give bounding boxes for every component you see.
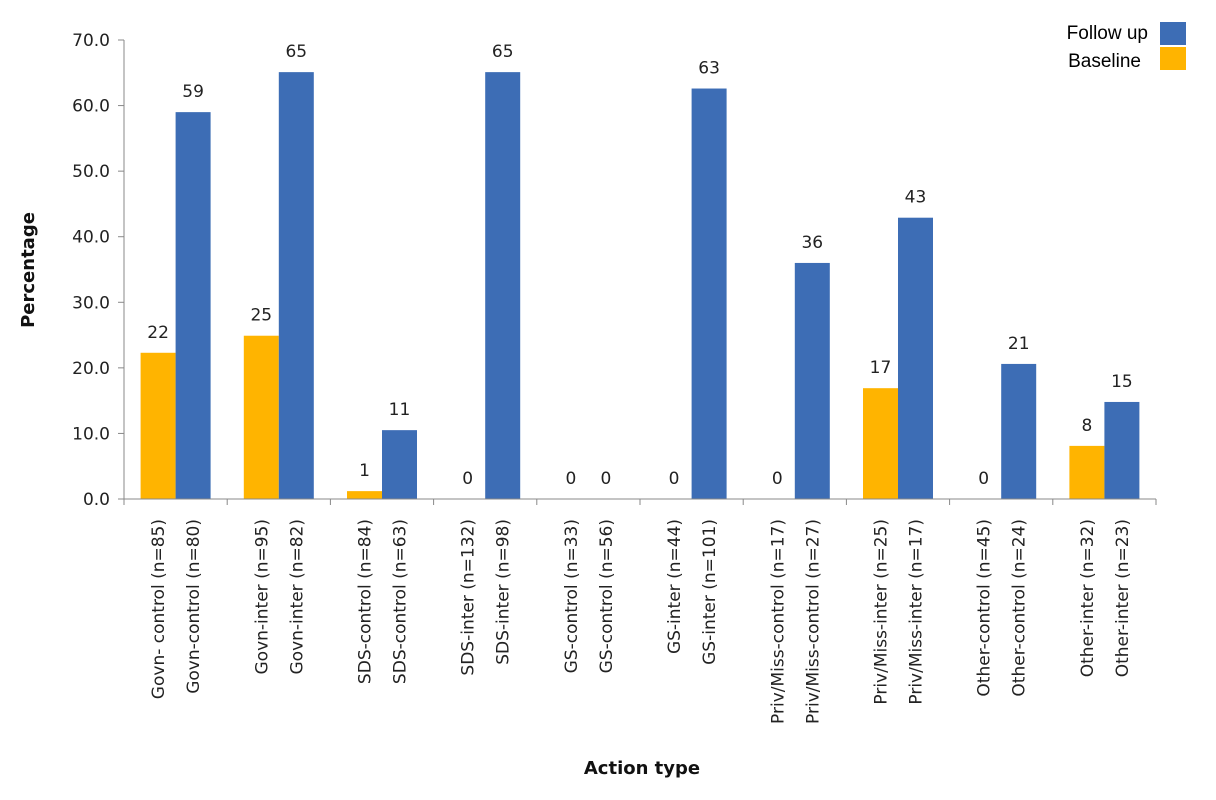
x-tick-label-followup-5: GS-control (n=56) [597,519,617,673]
y-ticks-layer: 0.0 10.0 20.0 30.0 40.0 50.0 60.0 70.0 [72,31,124,510]
x-tick-label-followup-2: Govn-inter (n=82) [287,519,307,674]
x-tick-label-baseline-6: GS-inter (n=44) [665,519,685,654]
data-label-followup-7: 36 [801,233,823,253]
data-label-baseline-5: 0 [565,469,576,489]
y-tick-label-2: 20.0 [72,359,110,379]
x-tick-label-followup-4: SDS-inter (n=98) [494,519,514,665]
data-label-followup-2: 65 [285,42,307,62]
bar-followup-3 [382,430,417,499]
bar-baseline-1 [140,352,176,499]
legend-label-baseline: Baseline [1068,51,1141,72]
bar-baseline-2 [243,335,279,499]
data-label-baseline-8: 17 [870,358,892,378]
data-label-followup-3: 11 [389,400,411,420]
x-tick-label-baseline-4: SDS-inter (n=132) [459,519,479,676]
data-label-baseline-1: 22 [147,323,169,343]
data-label-baseline-10: 8 [1081,416,1092,436]
legend: Follow up Baseline [1067,22,1186,72]
x-tick-label-followup-3: SDS-control (n=63) [391,519,411,684]
x-tick-label-baseline-2: Govn-inter (n=95) [252,519,272,674]
bar-followup-8 [898,217,933,499]
data-label-baseline-6: 0 [669,469,680,489]
bar-followup-4 [485,72,521,499]
data-label-baseline-9: 0 [978,469,989,489]
x-tick-label-followup-1: Govn-control (n=80) [184,519,204,694]
bar-followup-10 [1104,401,1140,499]
x-axis-title: Action type [584,758,700,779]
data-label-followup-1: 59 [182,82,204,102]
x-tick-label-baseline-7: Priv/Miss-control (n=17) [768,519,788,724]
data-label-followup-8: 43 [905,188,927,208]
y-tick-label-4: 40.0 [72,228,110,248]
y-axis-title: Percentage [18,212,39,328]
bar-baseline-8 [863,388,898,499]
bar-followup-2 [278,72,314,499]
bars-layer [140,72,1140,499]
bar-followup-1 [175,112,211,499]
legend-label-follow-up: Follow up [1067,23,1148,44]
y-tick-label-0: 0.0 [83,490,110,510]
data-label-followup-4: 65 [492,42,514,62]
legend-swatch-baseline [1160,47,1186,70]
bar-baseline-10 [1069,445,1105,499]
y-tick-label-3: 30.0 [72,293,110,313]
x-tick-label-followup-8: Priv/Miss-inter (n=17) [907,519,927,705]
bar-followup-6 [691,88,727,499]
axes-layer [123,40,1157,505]
bar-followup-9 [1001,363,1037,499]
x-tick-label-followup-9: Other-control (n=24) [1010,519,1030,697]
y-tick-label-1: 10.0 [72,424,110,444]
x-tick-label-baseline-8: Priv/Miss-inter (n=25) [872,519,892,705]
data-label-baseline-4: 0 [462,469,473,489]
x-tick-label-baseline-3: SDS-control (n=84) [356,519,376,684]
x-tick-label-baseline-1: Govn- control (n=85) [149,519,169,699]
y-tick-label-5: 50.0 [72,162,110,182]
y-tick-label-7: 70.0 [72,31,110,51]
legend-swatch-follow-up [1160,22,1186,45]
data-label-followup-10: 15 [1111,372,1133,392]
bar-baseline-3 [347,491,382,499]
data-label-baseline-7: 0 [772,469,783,489]
data-label-baseline-2: 25 [250,306,272,326]
x-tick-label-followup-7: Priv/Miss-control (n=27) [803,519,823,724]
x-tick-label-followup-10: Other-inter (n=23) [1113,519,1133,677]
data-label-followup-6: 63 [698,59,720,79]
x-tick-label-baseline-9: Other-control (n=45) [975,519,995,697]
data-label-followup-5: 0 [600,469,611,489]
x-category-labels-layer: Govn- control (n=85) Govn-control (n=80) G… [149,519,1133,724]
x-tick-label-baseline-10: Other-inter (n=32) [1078,519,1098,677]
y-tick-label-6: 60.0 [72,97,110,117]
data-label-baseline-3: 1 [359,461,370,481]
x-tick-label-baseline-5: GS-control (n=33) [562,519,582,673]
data-label-followup-9: 21 [1008,334,1030,354]
x-tick-label-followup-6: GS-inter (n=101) [700,519,720,665]
bar-followup-7 [794,262,830,499]
